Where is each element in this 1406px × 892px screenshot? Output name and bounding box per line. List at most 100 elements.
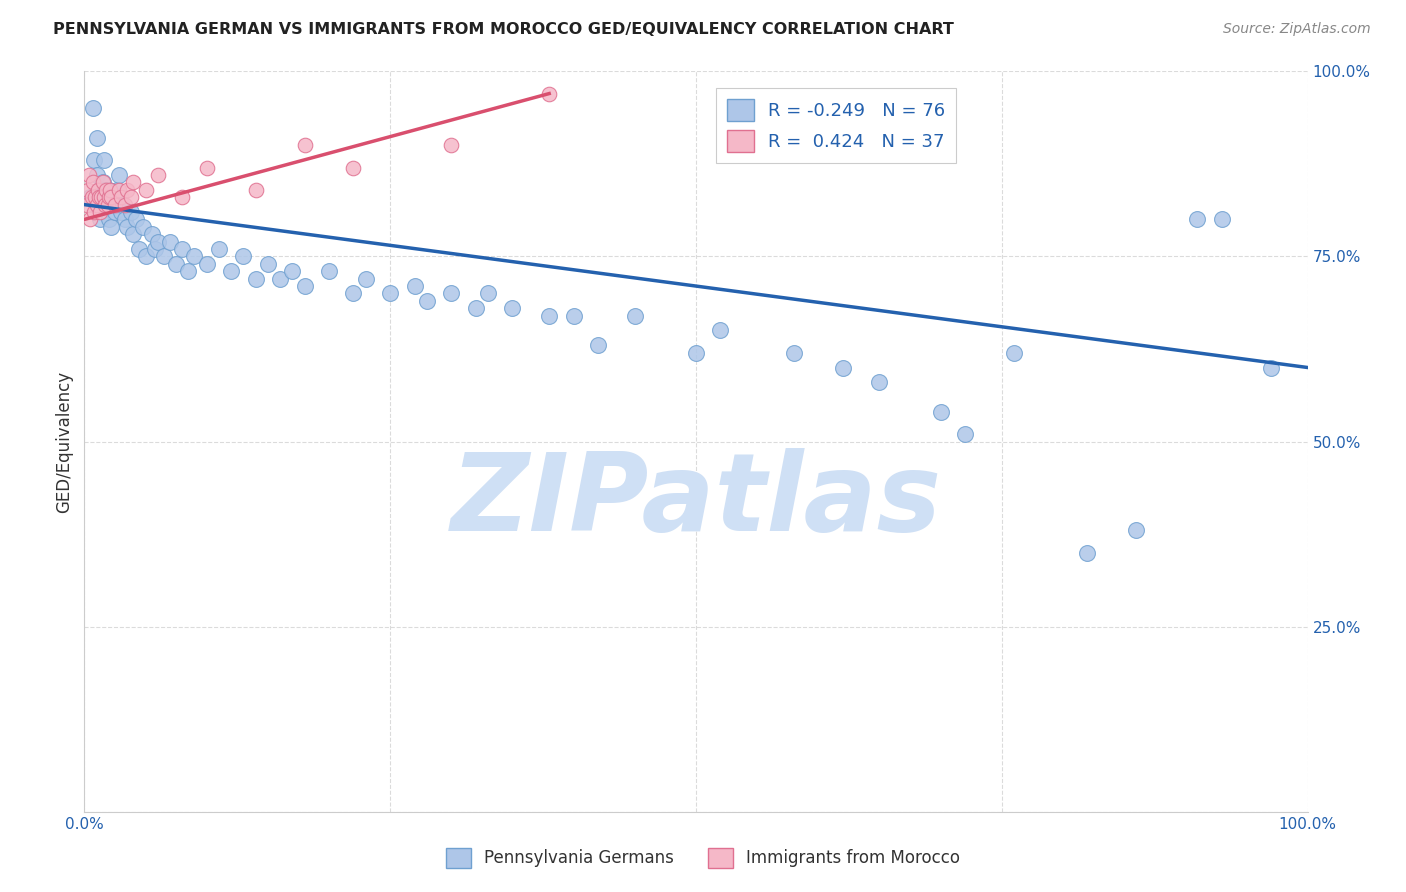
Point (93, 190, 115, 204)
Point (97, 197, 120, 211)
Text: ZIPatlas: ZIPatlas (450, 448, 942, 554)
Point (79, 190, 101, 204)
Point (96, 197, 118, 211)
Point (440, 286, 463, 301)
Point (1260, 360, 1282, 375)
Point (87, 183, 110, 197)
Point (86, 197, 108, 211)
Point (110, 205, 132, 219)
Point (869, 376, 891, 390)
Point (159, 235, 181, 249)
Point (953, 427, 976, 442)
Point (1002, 345, 1025, 359)
Point (440, 138, 463, 153)
Point (100, 190, 122, 204)
Point (84, 190, 107, 204)
Point (120, 190, 142, 204)
Point (114, 197, 136, 211)
Point (77, 183, 100, 197)
Point (105, 197, 128, 211)
Point (125, 212, 148, 227)
Point (107, 168, 129, 182)
Point (91, 175, 114, 190)
Point (105, 183, 128, 197)
Point (82, 102, 104, 116)
Point (685, 345, 707, 359)
Point (91, 197, 114, 211)
Point (98, 197, 121, 211)
Point (82, 175, 104, 190)
Point (929, 405, 952, 419)
Point (586, 338, 609, 352)
Point (91, 175, 114, 190)
Point (115, 219, 138, 234)
Point (90, 190, 112, 204)
Point (120, 205, 142, 219)
Point (783, 345, 806, 359)
Point (79, 212, 101, 227)
Point (97, 212, 120, 227)
Point (195, 257, 218, 271)
Point (96, 183, 118, 197)
Point (83, 153, 105, 168)
Point (195, 161, 218, 175)
Point (93, 153, 115, 168)
Point (132, 219, 155, 234)
Point (709, 324, 731, 338)
Point (98, 183, 121, 197)
Point (1076, 546, 1098, 560)
Point (86, 197, 108, 211)
Point (80, 190, 103, 204)
Point (269, 271, 291, 285)
Point (172, 190, 194, 204)
Point (1125, 524, 1147, 538)
Point (538, 309, 561, 323)
Point (232, 250, 254, 264)
Point (97, 183, 120, 197)
Point (86, 131, 108, 145)
Point (87, 183, 110, 197)
Point (294, 279, 316, 293)
Point (342, 286, 364, 301)
Point (110, 190, 132, 204)
Point (294, 138, 316, 153)
Y-axis label: GED/Equivalency: GED/Equivalency (55, 370, 73, 513)
Point (380, 286, 402, 301)
Point (464, 301, 486, 316)
Point (153, 250, 176, 264)
Point (219, 264, 242, 278)
Text: Source: ZipAtlas.com: Source: ZipAtlas.com (1223, 22, 1371, 37)
Point (416, 293, 439, 308)
Point (1187, 212, 1209, 227)
Point (89, 212, 111, 227)
Point (128, 242, 150, 256)
Point (172, 242, 194, 256)
Point (281, 264, 304, 278)
Point (97, 190, 120, 204)
Legend: Pennsylvania Germans, Immigrants from Morocco: Pennsylvania Germans, Immigrants from Mo… (440, 841, 966, 875)
Point (122, 227, 145, 242)
Point (538, 87, 561, 101)
Point (318, 264, 340, 278)
Point (404, 279, 426, 293)
Point (94, 197, 117, 211)
Point (76, 197, 98, 211)
Point (115, 183, 138, 197)
Point (104, 205, 127, 219)
Point (165, 257, 187, 271)
Point (146, 235, 169, 249)
Point (94, 183, 117, 197)
Point (831, 360, 853, 375)
Point (624, 309, 647, 323)
Point (477, 286, 499, 301)
Point (208, 242, 231, 256)
Point (183, 250, 205, 264)
Point (245, 271, 267, 285)
Point (342, 161, 364, 175)
Point (122, 175, 145, 190)
Point (86, 168, 108, 182)
Point (1211, 212, 1233, 227)
Point (141, 227, 163, 242)
Point (104, 197, 127, 211)
Point (245, 183, 267, 197)
